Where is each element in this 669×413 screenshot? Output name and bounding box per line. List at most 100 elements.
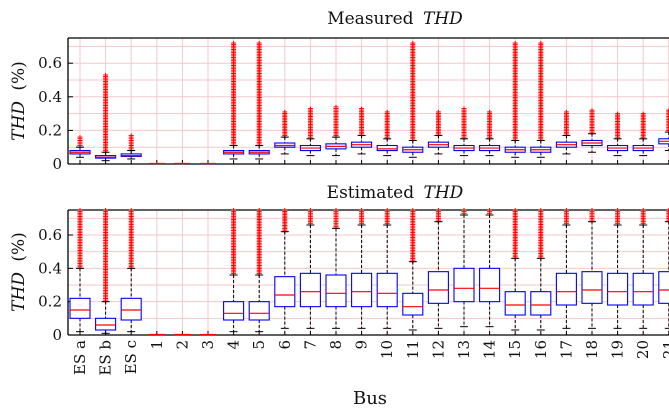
box-group (402, 41, 424, 158)
y-tick-label: 0.6 (38, 226, 62, 244)
estimated-title-italic: THD (424, 183, 464, 203)
box-iqr (402, 292, 424, 316)
y-tick-label: 0.2 (38, 293, 62, 311)
measured-ylabel-italic: THD (9, 101, 29, 141)
estimated-thd-panel: Estimated THD 0 0.2 0.4 0.6 THD (%) ES a ES … (9, 183, 669, 409)
box-group (299, 106, 321, 157)
box-group (69, 135, 91, 158)
x-tick-label: 8 (327, 340, 345, 350)
box-iqr (120, 297, 142, 321)
box-group (607, 208, 629, 329)
estimated-ylabel: THD (%) (9, 232, 29, 312)
box-iqr (530, 291, 552, 316)
x-tick-label: ES a (71, 340, 89, 375)
box-iqr (248, 301, 270, 321)
box-iqr (95, 317, 117, 331)
box-iqr (581, 271, 603, 304)
estimated-title-prefix: Estimated (327, 183, 415, 203)
box-group (95, 208, 117, 334)
box-group (658, 108, 669, 152)
x-tick-label: 2 (173, 340, 191, 350)
box-group (69, 208, 91, 333)
box-group (479, 109, 501, 157)
box-iqr (299, 272, 321, 308)
box-group (274, 109, 296, 155)
box-iqr (69, 297, 91, 319)
box-iqr (376, 272, 398, 308)
x-tick-label: 12 (429, 340, 447, 359)
y-tick-label: 0 (52, 326, 62, 344)
measured-plot-area: 0 0.2 0.4 0.6 (38, 37, 669, 173)
x-tick-label: 14 (481, 340, 499, 359)
x-tick-label: 4 (225, 340, 243, 350)
box-iqr (555, 272, 577, 306)
x-tick-label: 19 (609, 340, 627, 359)
box-group (325, 208, 347, 329)
x-tick-label: 11 (404, 340, 422, 359)
box-iqr (351, 272, 373, 308)
estimated-title: Estimated THD (327, 183, 464, 203)
box-group (581, 208, 603, 329)
x-tick-label: ES b (97, 340, 115, 376)
box-iqr (632, 272, 654, 306)
box-group (530, 208, 552, 331)
box-iqr (274, 276, 296, 308)
x-tick-label: ES c (122, 340, 140, 374)
x-tick-label: 3 (199, 340, 217, 350)
box-iqr (376, 144, 398, 152)
y-tick-label: 0.2 (38, 121, 62, 139)
x-tick-label: 16 (532, 340, 550, 359)
box-group (223, 208, 245, 333)
x-tick-label: 10 (378, 340, 396, 359)
estimated-ylabel-unit: (%) (9, 232, 29, 261)
box-iqr (607, 272, 629, 306)
y-tick-label: 0.4 (38, 88, 62, 106)
box-group (427, 109, 449, 155)
x-tick-labels: ES a ES b ES c 1 2 3 4 5 6 7 8 9 10 11 12 13 14 15 16 17 18 1… (71, 340, 669, 376)
y-tick-label: 0 (52, 155, 62, 173)
box-group (581, 108, 603, 153)
box-iqr (325, 274, 347, 308)
box-group (120, 208, 142, 333)
measured-title-prefix: Measured (327, 9, 413, 29)
estimated-plot-area: 0 0.2 0.4 0.6 (38, 208, 669, 344)
box-group (351, 208, 373, 329)
x-tick-label: 6 (276, 340, 294, 350)
box-group (351, 106, 373, 155)
box-group (427, 208, 449, 329)
box-group (632, 208, 654, 329)
x-tick-label: 18 (583, 340, 601, 359)
box-iqr (427, 271, 449, 304)
box-group (632, 111, 654, 157)
measured-ylabel-unit: (%) (9, 61, 29, 90)
box-group (120, 133, 142, 160)
box-group (376, 208, 398, 329)
box-group (555, 109, 577, 155)
box-group (95, 72, 117, 162)
x-axis-label: Bus (353, 388, 387, 409)
box-group (504, 41, 526, 158)
box-group (376, 109, 398, 157)
box-group (453, 208, 475, 328)
measured-title-italic: THD (423, 9, 463, 29)
box-group (402, 208, 424, 331)
box-group (325, 104, 347, 157)
measured-ylabel: THD (%) (9, 61, 29, 141)
box-group (248, 41, 270, 160)
box-group (504, 208, 526, 331)
measured-thd-panel: Measured THD 0 0.2 0.4 0.6 THD (%) (9, 9, 669, 173)
box-group (530, 41, 552, 158)
estimated-ylabel-italic: THD (9, 272, 29, 312)
box-iqr (453, 267, 475, 303)
box-group (299, 208, 321, 329)
x-tick-label: 9 (353, 340, 371, 350)
box-iqr (504, 291, 526, 316)
box-group (274, 208, 296, 329)
box-group (223, 41, 245, 160)
x-tick-label: 1 (148, 340, 166, 350)
x-tick-label: 15 (506, 340, 524, 359)
box-group (555, 208, 577, 329)
y-tick-label: 0.6 (38, 54, 62, 72)
y-tick-label: 0.4 (38, 259, 62, 277)
box-iqr (479, 267, 501, 303)
